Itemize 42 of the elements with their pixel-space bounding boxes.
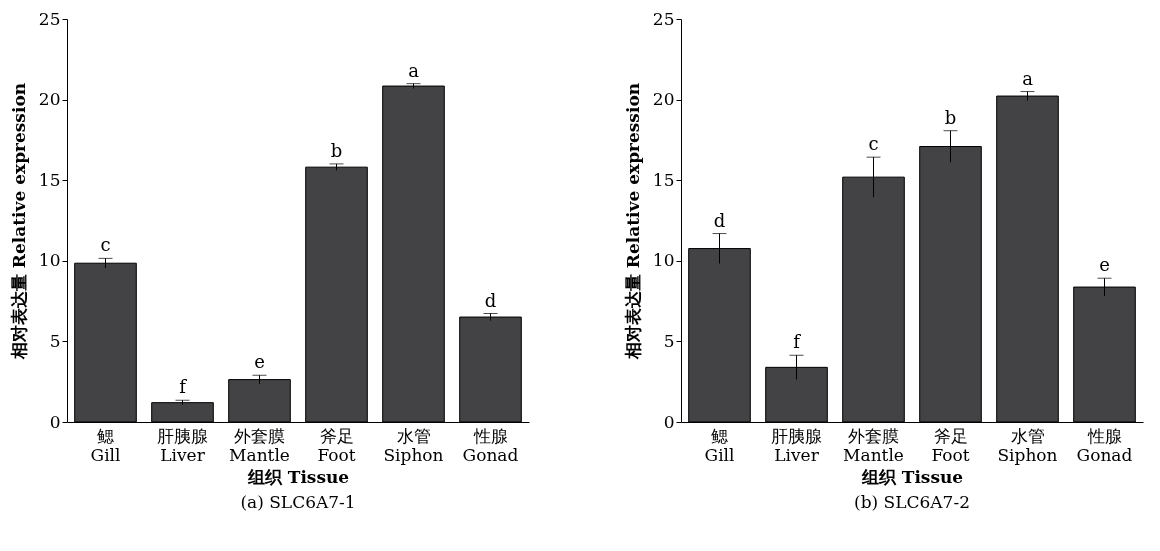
- y-tick-label: 0: [663, 411, 675, 432]
- annotation: e: [254, 351, 265, 373]
- y-tick-label: 5: [49, 330, 61, 351]
- annotation: f: [179, 376, 188, 398]
- annotation: c: [868, 133, 879, 155]
- x-tick-label: 水管 Siphon: [383, 425, 444, 465]
- annotation: c: [100, 234, 111, 256]
- y-axis-title: 相对表达量 Relative expression: [8, 82, 29, 361]
- x-tick-label: 外套膜 Mantle: [843, 425, 904, 465]
- y-tick-label: 20: [652, 89, 675, 110]
- y-tick-label: 15: [38, 169, 61, 190]
- x-tick-label: 性腺 Gonad: [462, 425, 519, 465]
- y-tick-label: 20: [38, 89, 61, 110]
- annotation: d: [713, 209, 726, 231]
- annotation: b: [330, 139, 343, 161]
- x-tick-label: 水管 Siphon: [997, 425, 1058, 465]
- y-tick-label: 10: [38, 250, 61, 271]
- y-tick-label: 10: [652, 250, 675, 271]
- annotation: a: [408, 59, 420, 81]
- x-tick-label: 鳃 Gill: [90, 425, 121, 465]
- annotation: f: [793, 331, 802, 353]
- annotation: e: [1099, 254, 1110, 276]
- y-axis-title: 相对表达量 Relative expression: [622, 82, 643, 361]
- annotation: b: [944, 106, 957, 128]
- x-axis-title: 组织 Tissue: [246, 466, 350, 487]
- x-tick-label: 性腺 Gonad: [1076, 425, 1133, 465]
- x-axis-title: 组织 Tissue: [860, 466, 964, 487]
- annotation: d: [484, 289, 497, 311]
- x-tick-label: 肝胰腺 Liver: [771, 425, 822, 465]
- y-tick-label: 5: [663, 330, 675, 351]
- text: (a) SLC6A7-1: [240, 492, 356, 512]
- y-tick-label: 15: [652, 169, 675, 190]
- y-tick-label: 0: [49, 411, 61, 432]
- x-tick-label: 斧足 Foot: [317, 425, 356, 465]
- x-tick-label: 斧足 Foot: [931, 425, 970, 465]
- x-tick-label: 外套膜 Mantle: [229, 425, 290, 465]
- text: (b) SLC6A7-2: [854, 492, 970, 512]
- x-tick-label: 鳃 Gill: [704, 425, 735, 465]
- y-tick-label: 25: [38, 8, 61, 29]
- y-tick-label: 25: [652, 8, 675, 29]
- annotation: a: [1022, 67, 1034, 89]
- x-tick-label: 肝胰腺 Liver: [157, 425, 208, 465]
